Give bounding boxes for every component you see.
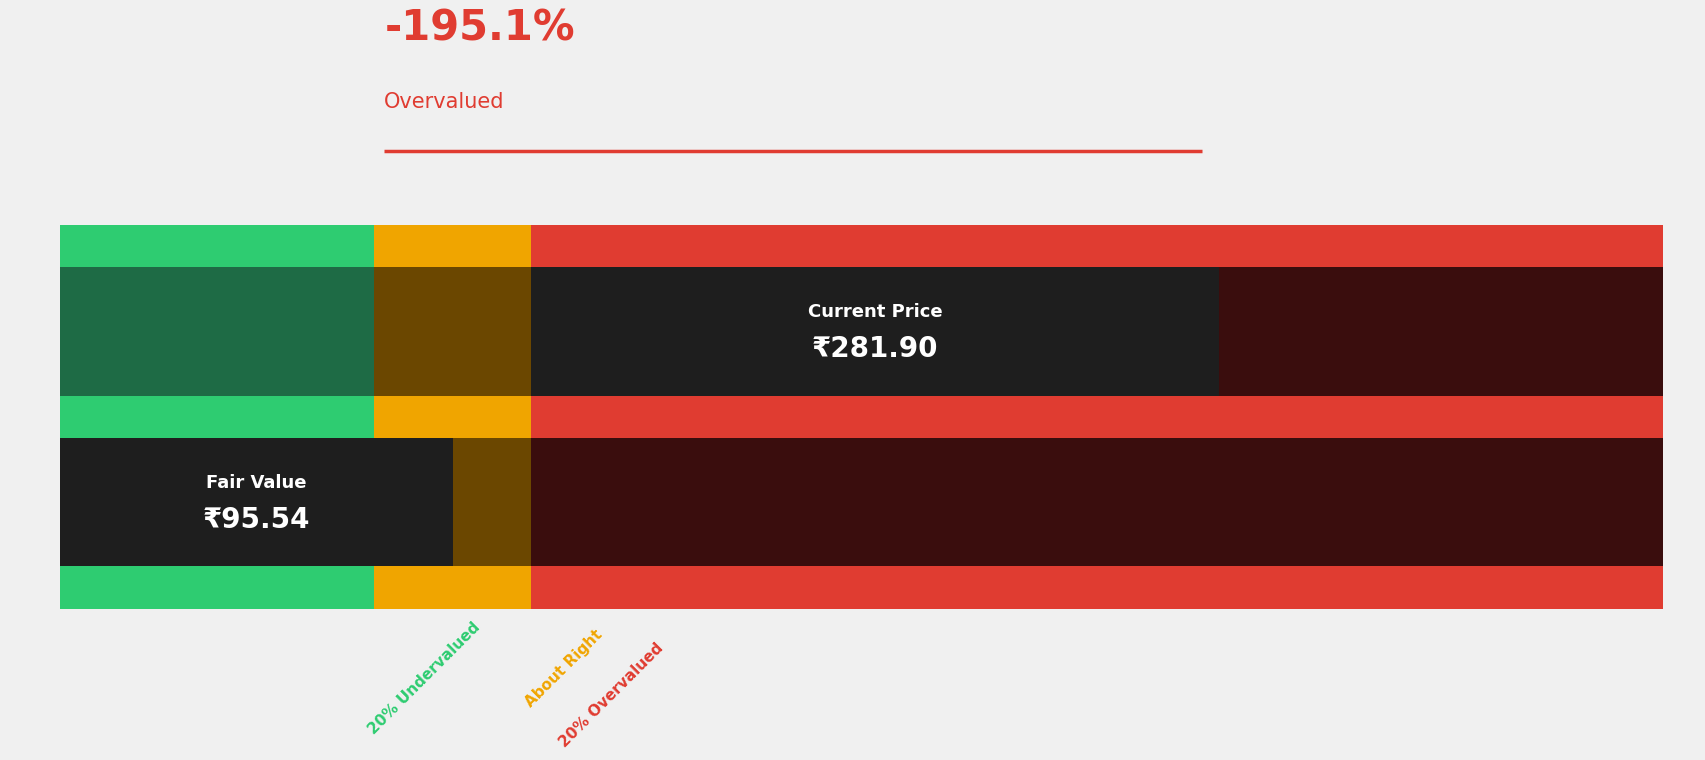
- Text: About Right: About Right: [522, 626, 605, 710]
- Bar: [373, 566, 530, 609]
- Bar: [60, 225, 373, 268]
- Bar: [373, 268, 530, 395]
- Text: Fair Value: Fair Value: [206, 473, 307, 492]
- Bar: [530, 268, 1662, 395]
- Bar: [60, 566, 373, 609]
- Text: ₹281.90: ₹281.90: [812, 335, 938, 363]
- Text: Current Price: Current Price: [806, 303, 941, 321]
- Bar: [373, 439, 530, 566]
- Bar: [530, 439, 1662, 566]
- Bar: [530, 566, 1662, 609]
- Bar: [530, 268, 1217, 395]
- Text: 20% Overvalued: 20% Overvalued: [556, 641, 667, 750]
- Bar: [60, 439, 373, 566]
- Text: ₹95.54: ₹95.54: [203, 506, 310, 534]
- Bar: [60, 395, 373, 439]
- Bar: [60, 268, 373, 395]
- Bar: [530, 395, 1662, 439]
- Bar: [530, 225, 1662, 268]
- Bar: [373, 395, 530, 439]
- Text: Overvalued: Overvalued: [384, 92, 505, 112]
- Bar: [373, 225, 530, 268]
- Text: -195.1%: -195.1%: [384, 8, 575, 50]
- Text: 20% Undervalued: 20% Undervalued: [365, 619, 483, 737]
- Bar: [60, 439, 452, 566]
